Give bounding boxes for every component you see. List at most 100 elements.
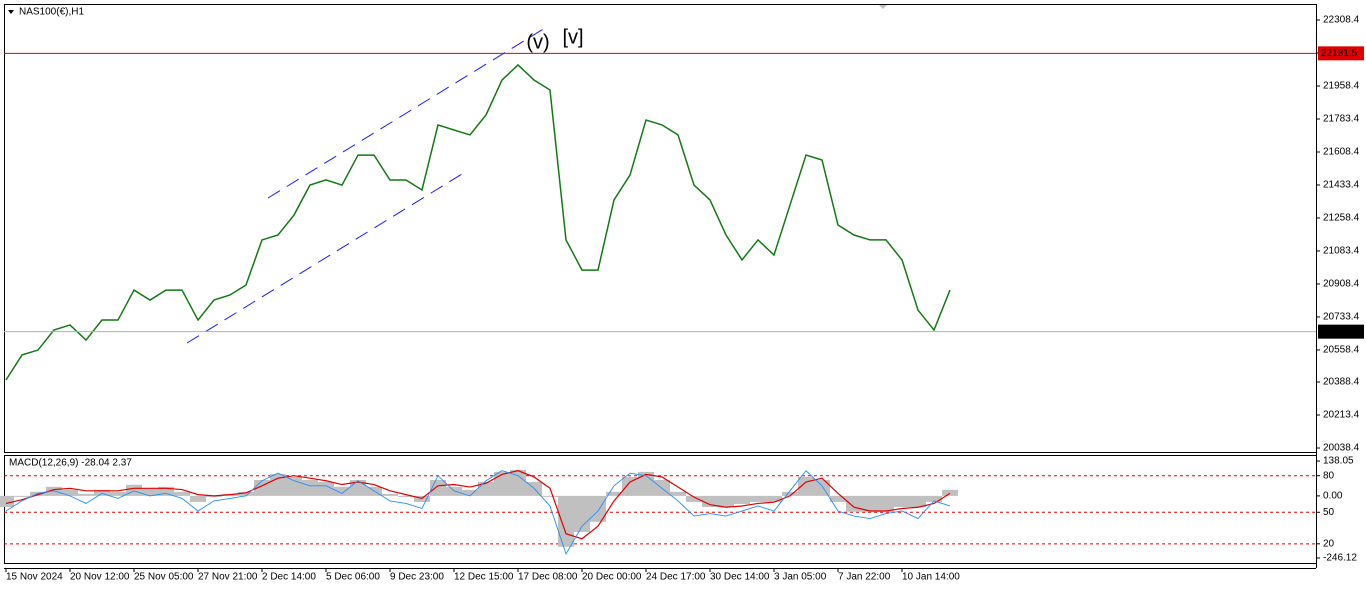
macd-bar: [318, 482, 334, 496]
macd-bar: [558, 495, 574, 547]
macd-bar: [334, 486, 350, 496]
x-tick-label: 5 Dec 06:00: [326, 572, 380, 583]
y-tick-label: 20213.4: [1323, 410, 1360, 421]
x-tick-label: 20 Dec 00:00: [582, 572, 642, 583]
macd-bar: [190, 495, 206, 502]
y-tick-label: 138.05: [1323, 456, 1354, 467]
macd-bar: [606, 491, 622, 496]
y-tick-label: 0.00: [1323, 491, 1343, 502]
macd-bar: [814, 479, 830, 496]
x-tick-label: 7 Jan 22:00: [838, 572, 891, 583]
macd-bar: [174, 491, 190, 496]
macd-bar: [638, 471, 654, 496]
channel: [186, 27, 546, 344]
y-tick-label: 80: [1323, 470, 1335, 481]
macd-bar: [750, 495, 766, 502]
macd-bar: [126, 484, 142, 496]
macd-bar: [718, 495, 734, 507]
macd-bar: [670, 491, 686, 496]
y-tick-label: 20733.4: [1323, 312, 1360, 323]
price-level-box: [1318, 324, 1364, 339]
macd-bar: [494, 471, 510, 496]
macd-bar: [542, 495, 558, 497]
macd-bar: [286, 476, 302, 496]
y-tick-label: 20558.4: [1323, 345, 1360, 356]
y-tick-label: 50: [1323, 507, 1335, 518]
macd-bar: [766, 495, 782, 502]
macd-bar: [798, 476, 814, 496]
macd-bar: [238, 491, 254, 496]
macd-bar: [158, 486, 174, 496]
macd-bar: [782, 491, 798, 496]
macd-bar: [862, 495, 878, 512]
price-line: [5, 63, 951, 381]
macd-title: MACD(12,26,9) -28.04 2.37: [9, 458, 132, 469]
channel-lower: [186, 173, 463, 344]
macd-bar: [910, 495, 926, 507]
macd-bar: [830, 495, 846, 502]
x-tick-label: 10 Jan 14:00: [902, 572, 960, 583]
price-level-box: [1318, 46, 1364, 61]
wave-label: [v]: [562, 26, 583, 48]
macd-bar: [302, 479, 318, 496]
macd-bar: [894, 495, 910, 507]
macd-bar: [62, 489, 78, 496]
price-level-label: 22131.5: [1321, 48, 1358, 59]
x-tick-label: 3 Jan 05:00: [774, 572, 827, 583]
macd-bar: [846, 495, 862, 512]
x-tick-label: 12 Dec 15:00: [454, 572, 514, 583]
y-tick-label: 21958.4: [1323, 81, 1360, 92]
macd-bar: [0, 495, 14, 507]
macd-bar: [46, 486, 62, 496]
macd-bar: [510, 469, 526, 496]
macd-bar: [686, 495, 702, 502]
scroll-marker[interactable]: [879, 5, 887, 9]
macd-bar: [926, 495, 942, 502]
y-tick-label: 20: [1323, 538, 1335, 549]
macd-bar: [462, 489, 478, 496]
x-tick-label: 24 Dec 17:00: [646, 572, 706, 583]
signal-line: [5, 470, 951, 540]
macd-bar: [14, 495, 30, 497]
menu-arrow[interactable]: [8, 10, 14, 14]
x-tick-label: 2 Dec 14:00: [262, 572, 316, 583]
y-tick-label: -246.12: [1323, 553, 1357, 564]
macd-bar: [270, 473, 286, 496]
x-tick-label: 30 Dec 14:00: [710, 572, 770, 583]
macd-bar: [398, 495, 414, 497]
y-tick-label: 21258.4: [1323, 213, 1360, 224]
macd-bar: [30, 491, 46, 496]
macd-bar: [94, 489, 110, 496]
macd-bar: [142, 488, 158, 496]
x-tick-label: 15 Nov 2024: [6, 572, 63, 583]
macd-bar: [622, 476, 638, 496]
macd-bar: [478, 482, 494, 496]
symbol-title: NAS100(€),H1: [19, 7, 84, 18]
y-tick-label: 21083.4: [1323, 246, 1360, 257]
x-tick-label: 27 Nov 21:00: [198, 572, 258, 583]
price-level-label: 20655.5: [1321, 326, 1358, 337]
macd-line: [5, 469, 951, 556]
x-tick-label: 20 Nov 12:00: [70, 572, 130, 583]
y-tick-label: 20038.4: [1323, 443, 1360, 454]
macd-bar: [446, 486, 462, 496]
wave-label: (v): [526, 31, 549, 53]
macd-bar: [702, 495, 718, 507]
macd-bar: [942, 489, 958, 496]
y-tick-label: 22308.4: [1323, 15, 1360, 26]
macd-bar: [382, 493, 398, 496]
y-tick-label: 21433.4: [1323, 180, 1360, 191]
y-tick-label: 20388.4: [1323, 377, 1360, 388]
y-tick-label: 21608.4: [1323, 147, 1360, 158]
macd-bar: [734, 495, 750, 504]
x-tick-label: 25 Nov 05:00: [134, 572, 194, 583]
y-tick-label: 21783.4: [1323, 114, 1360, 125]
x-tick-label: 9 Dec 23:00: [390, 572, 444, 583]
macd-bar: [878, 495, 894, 512]
macd-bar: [78, 493, 94, 496]
y-tick-label: 20908.4: [1323, 279, 1360, 290]
channel-upper: [267, 27, 546, 199]
macd-bar: [110, 491, 126, 496]
